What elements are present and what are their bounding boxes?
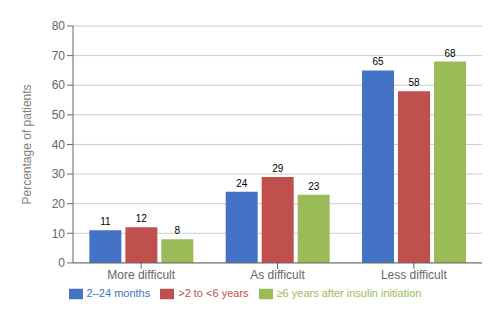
svg-text:12: 12 xyxy=(136,213,148,224)
svg-text:70: 70 xyxy=(52,49,66,63)
svg-text:68: 68 xyxy=(444,48,456,59)
svg-text:80: 80 xyxy=(52,19,66,33)
svg-text:23: 23 xyxy=(308,181,320,192)
html-text:>2 to <6 years: >2 to <6 years xyxy=(178,286,249,299)
svg-text:60: 60 xyxy=(52,78,66,92)
svg-text:30: 30 xyxy=(52,167,66,181)
svg-text:11: 11 xyxy=(100,216,111,227)
svg-text:20: 20 xyxy=(52,197,66,211)
svg-text:29: 29 xyxy=(272,163,284,174)
svg-text:More difficult: More difficult xyxy=(107,268,175,282)
svg-text:50: 50 xyxy=(52,108,66,122)
svg-text:As difficult: As difficult xyxy=(250,268,305,282)
svg-text:0: 0 xyxy=(58,256,65,270)
svg-text:65: 65 xyxy=(372,56,384,67)
svg-text:10: 10 xyxy=(52,227,66,241)
svg-text:58: 58 xyxy=(408,77,420,88)
svg-text:Percentage of patients: Percentage of patients xyxy=(20,84,34,204)
html-text:≥6 years after insulin initiat: ≥6 years after insulin initiation xyxy=(276,286,422,299)
svg-text:Less difficult: Less difficult xyxy=(381,268,447,282)
svg-text:40: 40 xyxy=(52,138,66,152)
svg-text:24: 24 xyxy=(236,178,248,189)
html-text:2–24 months: 2–24 months xyxy=(86,286,151,299)
svg-text:8: 8 xyxy=(175,225,181,236)
